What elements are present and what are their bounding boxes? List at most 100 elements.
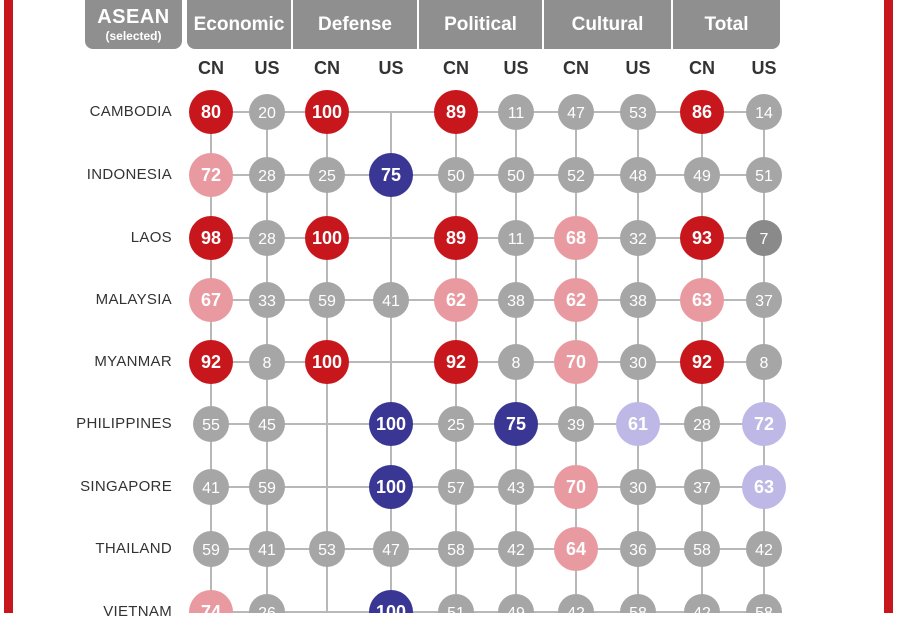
bubble-political-us	[498, 220, 534, 256]
bubble-value-label: 41	[202, 480, 220, 497]
bubble-defense-us	[373, 282, 409, 318]
bubble-total-us	[746, 531, 782, 567]
bubble-value-label: 67	[201, 290, 221, 310]
bubble-value-label: 100	[376, 477, 406, 497]
bubble-economic-us	[249, 94, 285, 130]
bubble-economic-cn	[189, 278, 233, 322]
bubble-value-label: 92	[692, 352, 712, 372]
col-label-total-us: US	[751, 58, 777, 78]
bubble-political-cn	[438, 406, 474, 442]
bubble-economic-cn	[189, 90, 233, 134]
bubble-value-label: 98	[201, 228, 221, 248]
col-label-total-cn: CN	[689, 58, 715, 78]
category-header-economic: Economic	[193, 13, 285, 35]
bubble-political-us	[498, 531, 534, 567]
bubble-value-label: 49	[507, 605, 525, 613]
bubble-political-cn	[438, 531, 474, 567]
bubble-political-cn	[434, 278, 478, 322]
bubble-value-label: 11	[508, 105, 525, 122]
bubble-economic-us	[249, 220, 285, 256]
bubble-total-cn	[684, 469, 720, 505]
bubble-total-cn	[684, 594, 720, 613]
bubble-value-label: 62	[446, 290, 466, 310]
category-header-defense: Defense	[318, 13, 392, 35]
bubble-cultural-cn	[554, 527, 598, 571]
bubble-defense-cn	[309, 531, 345, 567]
bubble-total-us	[746, 94, 782, 130]
header-divider	[417, 0, 419, 49]
bubble-value-label: 43	[507, 480, 525, 497]
bubble-value-label: 58	[447, 542, 465, 559]
col-label-political-cn: CN	[443, 58, 469, 78]
bubble-total-cn	[684, 406, 720, 442]
bubble-cultural-us	[620, 94, 656, 130]
bubble-value-label: 100	[312, 228, 342, 248]
frame-left-border	[4, 0, 13, 613]
bubble-value-label: 63	[754, 477, 774, 497]
bubble-value-label: 42	[755, 542, 773, 559]
bubble-value-label: 14	[755, 105, 773, 122]
bubble-cultural-cn	[558, 594, 594, 613]
col-label-economic-us: US	[254, 58, 280, 78]
bubble-economic-cn	[193, 406, 229, 442]
bubble-total-us	[742, 402, 786, 446]
bubble-value-label: 42	[567, 605, 585, 613]
bubble-value-label: 58	[755, 605, 773, 613]
bubble-value-label: 47	[567, 105, 585, 122]
bubble-value-label: 38	[629, 293, 647, 310]
bubble-economic-us	[249, 531, 285, 567]
bubble-value-label: 25	[447, 417, 465, 434]
bubble-value-label: 63	[692, 290, 712, 310]
bubble-value-label: 92	[446, 352, 466, 372]
bubble-value-label: 48	[629, 168, 647, 185]
row-label-indonesia: INDONESIA	[86, 166, 172, 183]
bubble-economic-us	[249, 282, 285, 318]
bubble-political-us	[498, 157, 534, 193]
bubble-value-label: 26	[258, 605, 276, 613]
bubble-economic-cn	[193, 469, 229, 505]
bubble-cultural-cn	[558, 406, 594, 442]
category-header-total: Total	[704, 13, 749, 35]
bubble-political-cn	[434, 216, 478, 260]
bubble-value-label: 50	[507, 168, 525, 185]
bubble-value-label: 100	[312, 352, 342, 372]
bubble-value-label: 11	[508, 231, 525, 248]
bubble-value-label: 61	[628, 414, 648, 434]
bubble-value-label: 51	[447, 605, 465, 613]
bubble-value-label: 74	[201, 602, 221, 613]
col-label-economic-cn: CN	[198, 58, 224, 78]
bubble-political-cn	[438, 469, 474, 505]
bubble-value-label: 62	[566, 290, 586, 310]
bubble-cultural-us	[620, 594, 656, 613]
bubble-total-cn	[680, 216, 724, 260]
bubble-total-us	[746, 344, 782, 380]
bubble-value-label: 80	[201, 102, 221, 122]
bubble-defense-us	[373, 531, 409, 567]
bubble-value-label: 7	[760, 231, 769, 248]
col-label-defense-us: US	[378, 58, 404, 78]
bubble-value-label: 58	[693, 542, 711, 559]
bubble-value-label: 53	[629, 105, 647, 122]
bubble-defense-cn	[305, 90, 349, 134]
bubble-value-label: 28	[258, 168, 276, 185]
frame-right-border	[884, 0, 893, 613]
bubble-cultural-cn	[558, 157, 594, 193]
row-label-philippines: PHILIPPINES	[76, 415, 172, 432]
bubble-total-cn	[680, 278, 724, 322]
bubble-cultural-us	[620, 469, 656, 505]
bubble-value-label: 89	[446, 228, 466, 248]
bubble-value-label: 59	[202, 542, 220, 559]
bubble-political-us	[494, 402, 538, 446]
bubble-value-label: 53	[318, 542, 336, 559]
asean-title: ASEAN	[97, 6, 170, 28]
bubble-total-us	[742, 465, 786, 509]
bubble-economic-us	[249, 157, 285, 193]
bubble-value-label: 37	[755, 293, 773, 310]
row-label-thailand: THAILAND	[95, 540, 172, 557]
bubble-defense-us	[369, 153, 413, 197]
bubble-value-label: 42	[507, 542, 525, 559]
bubble-economic-us	[249, 406, 285, 442]
bubble-value-label: 51	[755, 168, 773, 185]
bubble-value-label: 100	[376, 414, 406, 434]
